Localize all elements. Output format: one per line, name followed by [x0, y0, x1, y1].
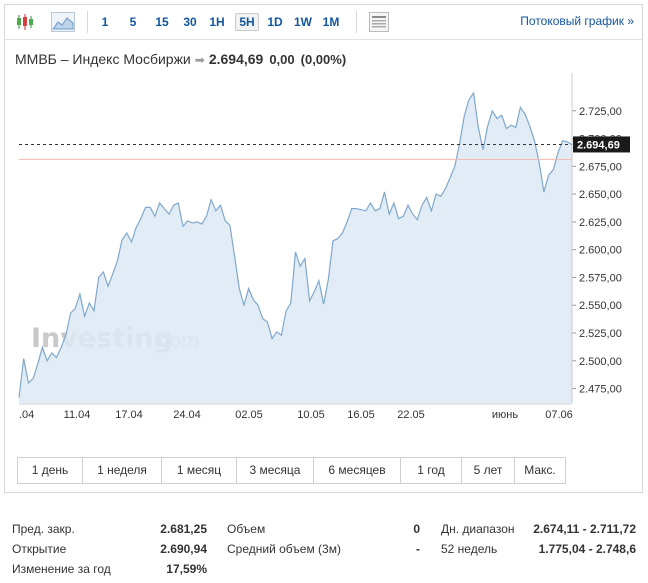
x-tick-label: .04 — [19, 409, 34, 421]
price-line — [18, 91, 573, 398]
stat-value: 2.681,25 — [160, 522, 207, 536]
timeframe-1w[interactable]: 1W — [294, 15, 312, 29]
y-tick-label: 2.525,00 — [579, 328, 622, 340]
stat-value: 1.775,04 - 2.748,6 — [538, 542, 636, 556]
y-tick-label: 2.500,00 — [579, 356, 622, 368]
y-tick-label: 2.575,00 — [579, 272, 622, 284]
table-view-icon[interactable] — [369, 12, 389, 32]
price-change: 0,00 — [269, 52, 295, 67]
timeframe-5h[interactable]: 5H — [235, 13, 259, 31]
y-tick-label: 2.600,00 — [579, 245, 622, 257]
current-price-badge — [573, 136, 630, 153]
y-tick-label: 2.650,00 — [579, 189, 622, 201]
period-button[interactable]: 1 неделя — [83, 458, 162, 483]
x-tick-label: июнь — [492, 409, 518, 421]
price-change-percent: (0,00%) — [300, 52, 347, 67]
chart-widget: 1 5 15 30 1H 5H 1D 1W 1M Потоковый график » ММВБ… — [4, 4, 643, 493]
timeframe-1m[interactable]: 1M — [322, 15, 340, 29]
x-tick-label: 24.04 — [173, 409, 201, 421]
x-tick-label: 17.04 — [115, 409, 143, 421]
stat-label: Дн. диапазон — [441, 522, 515, 536]
period-button[interactable]: 1 год — [401, 458, 462, 483]
price-chart[interactable]: Investing.com2.725,002.700,002.675,002.6… — [5, 5, 642, 450]
stat-label: 52 недель — [441, 542, 498, 556]
timeframe-1[interactable]: 1 — [101, 15, 109, 29]
period-button[interactable]: 6 месяцев — [314, 458, 401, 483]
x-tick-label: 07.06 — [545, 409, 573, 421]
y-tick-label: 2.675,00 — [579, 161, 622, 173]
stat-label: Объем — [227, 522, 266, 536]
x-tick-label: 10.05 — [297, 409, 325, 421]
y-tick-label: 2.550,00 — [579, 300, 622, 312]
timeframe-5[interactable]: 5 — [129, 15, 137, 29]
instrument-header: ММВБ – Индекс Мосбиржи ➡ 2.694,69 0,00 (0,00… — [15, 51, 346, 67]
stat-value: 2.690,94 — [160, 542, 207, 556]
price-area — [19, 93, 572, 403]
last-price: 2.694,69 — [208, 51, 264, 67]
stat-label: Открытие — [12, 542, 67, 556]
stat-label: Изменение за год — [12, 562, 111, 576]
period-button[interactable]: 5 лет — [462, 458, 515, 483]
timeframe-15[interactable]: 15 — [155, 15, 169, 29]
toolbar-separator — [87, 11, 88, 33]
toolbar-separator — [356, 11, 357, 33]
period-button[interactable]: 3 месяца — [237, 458, 314, 483]
stat-label: Пред. закр. — [12, 522, 75, 536]
instrument-name: ММВБ – Индекс Мосбиржи — [15, 51, 191, 67]
period-button[interactable]: Макс. — [524, 463, 556, 477]
period-button[interactable]: 1 день — [18, 458, 83, 483]
stat-value: 2.674,11 - 2.711,72 — [533, 522, 636, 536]
x-tick-label: 11.04 — [64, 409, 91, 421]
x-tick-label: 16.05 — [347, 409, 375, 421]
y-tick-label: 2.625,00 — [579, 217, 622, 229]
timeframe-1h[interactable]: 1H — [209, 15, 225, 29]
x-tick-label: 22.05 — [397, 409, 425, 421]
stat-label: Средний объем (3м) — [227, 542, 341, 556]
y-tick-label: 2.475,00 — [579, 384, 622, 396]
period-button[interactable]: 1 месяц — [162, 458, 237, 483]
area-chart-icon[interactable] — [51, 12, 75, 32]
chart-toolbar: 1 5 15 30 1H 5H 1D 1W 1M Потоковый график » — [5, 5, 642, 40]
y-tick-label: 2.725,00 — [579, 106, 622, 118]
stat-value: - — [416, 542, 420, 556]
streaming-chart-link[interactable]: Потоковый график » — [520, 14, 634, 28]
timeframe-1d[interactable]: 1D — [267, 15, 283, 29]
period-selector: 1 день 1 неделя 1 месяц 3 месяца 6 месяцев 1 … — [17, 457, 566, 484]
timeframe-30[interactable]: 30 — [183, 15, 197, 29]
arrow-right-icon: ➡ — [194, 53, 205, 67]
stat-value: 17,59% — [166, 562, 207, 576]
current-price-label: 2.694,69 — [577, 139, 620, 151]
x-tick-label: 02.05 — [235, 409, 263, 421]
stat-value: 0 — [413, 522, 420, 536]
candlestick-icon[interactable] — [15, 12, 35, 32]
